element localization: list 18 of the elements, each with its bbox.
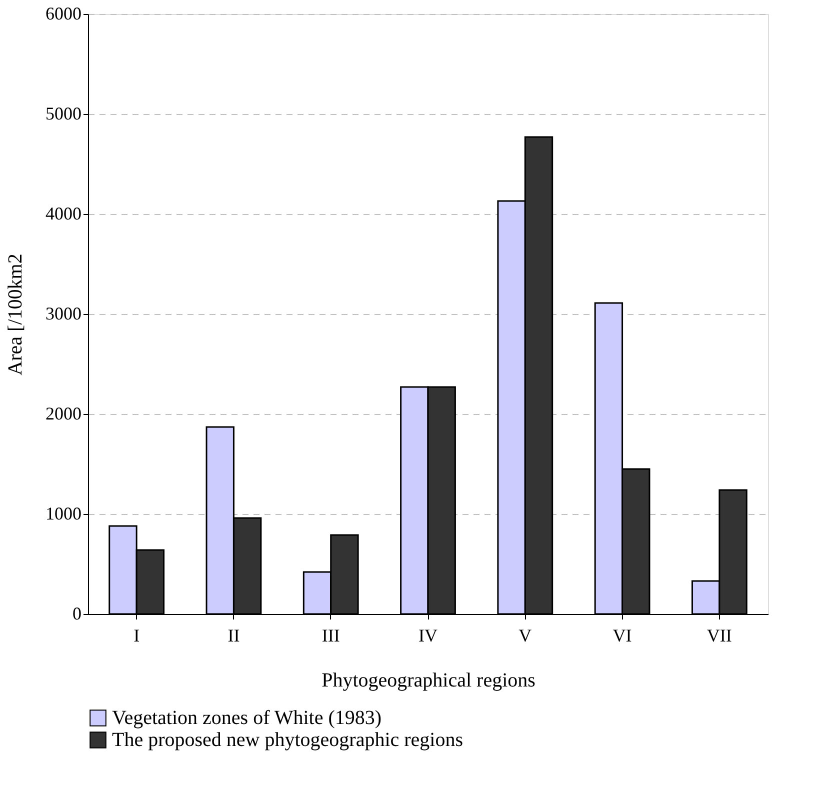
- legend-label: The proposed new phytogeographic regions: [112, 729, 464, 751]
- y-tick-label: 5000: [46, 104, 82, 124]
- y-tick-label: 4000: [46, 204, 82, 224]
- y-tick-label: 3000: [46, 304, 82, 324]
- x-tick-label: I: [134, 626, 140, 646]
- y-axis-title: Area [/100km2: [4, 254, 26, 376]
- x-tick-label: VII: [706, 626, 732, 646]
- y-tick-label: 2000: [46, 404, 82, 424]
- y-tick-label: 1000: [46, 504, 82, 524]
- x-tick-label: VI: [612, 626, 632, 646]
- x-tick-label: III: [322, 626, 340, 646]
- x-tick-label: IV: [418, 626, 438, 646]
- x-axis-title: Phytogeographical regions: [322, 670, 536, 692]
- y-tick-label: 6000: [46, 4, 82, 24]
- y-tick-label: 0: [72, 604, 82, 624]
- x-tick-label: V: [518, 626, 532, 646]
- legend-label: Vegetation zones of White (1983): [112, 707, 382, 729]
- x-tick-label: II: [228, 626, 240, 646]
